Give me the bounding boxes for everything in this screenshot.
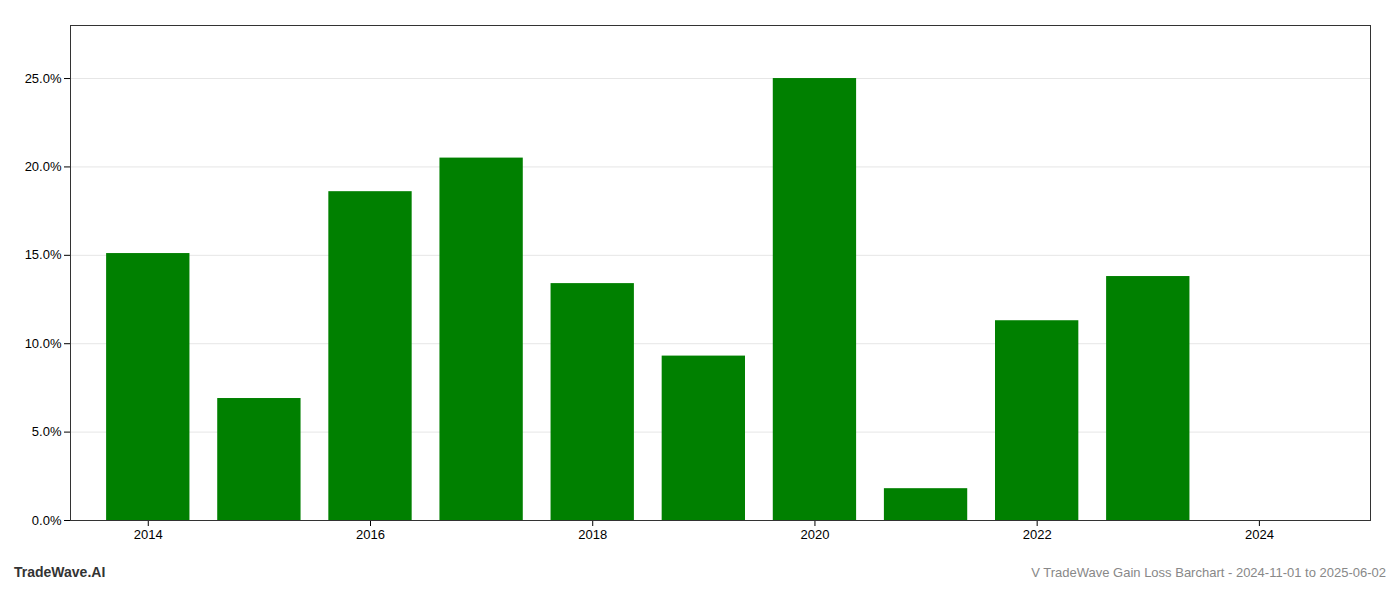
svg-text:20.0%: 20.0%	[25, 159, 62, 174]
svg-text:2024: 2024	[1245, 527, 1274, 542]
svg-text:15.0%: 15.0%	[25, 247, 62, 262]
svg-text:2016: 2016	[356, 527, 385, 542]
html-text:V TradeWave Gain Loss Barchart: V TradeWave Gain Loss Barchart - 2024-11…	[1031, 565, 1386, 580]
svg-text:10.0%: 10.0%	[25, 336, 62, 351]
svg-text:25.0%: 25.0%	[25, 71, 62, 86]
html-text:TradeWave.AI: TradeWave.AI	[14, 564, 106, 580]
svg-text:2018: 2018	[578, 527, 607, 542]
svg-text:0.0%: 0.0%	[32, 513, 62, 528]
svg-text:2014: 2014	[134, 527, 163, 542]
svg-text:5.0%: 5.0%	[32, 424, 62, 439]
svg-text:2020: 2020	[800, 527, 829, 542]
svg-text:2022: 2022	[1023, 527, 1052, 542]
